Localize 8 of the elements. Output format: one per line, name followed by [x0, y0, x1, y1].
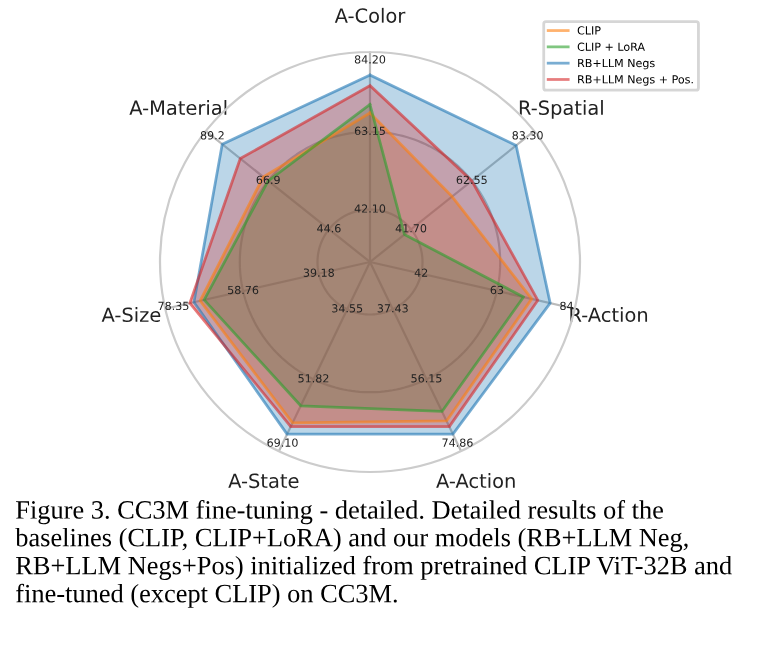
spoke-label: R-Action: [570, 307, 648, 323]
caption: Figure 3. CC3M fine-tuning - detailed. Detailed results of the baselines (CLIP, CLIP+LoRA) and our models (RB+LLM Neg, RB+LLM Negs+Pos) initialized from pretrained CLIP ViT-32B and fine-tuned (except CLIP) on CC3M.: [15, 500, 732, 608]
spoke-label: A-Material: [129, 100, 227, 116]
spoke-label: A-Color: [334, 7, 406, 23]
spoke-label: A-State: [228, 473, 299, 489]
spoke-label: A-Action: [436, 473, 515, 489]
spoke-label: R-Spatial: [519, 100, 603, 119]
spoke-label: A-Size: [101, 307, 161, 323]
